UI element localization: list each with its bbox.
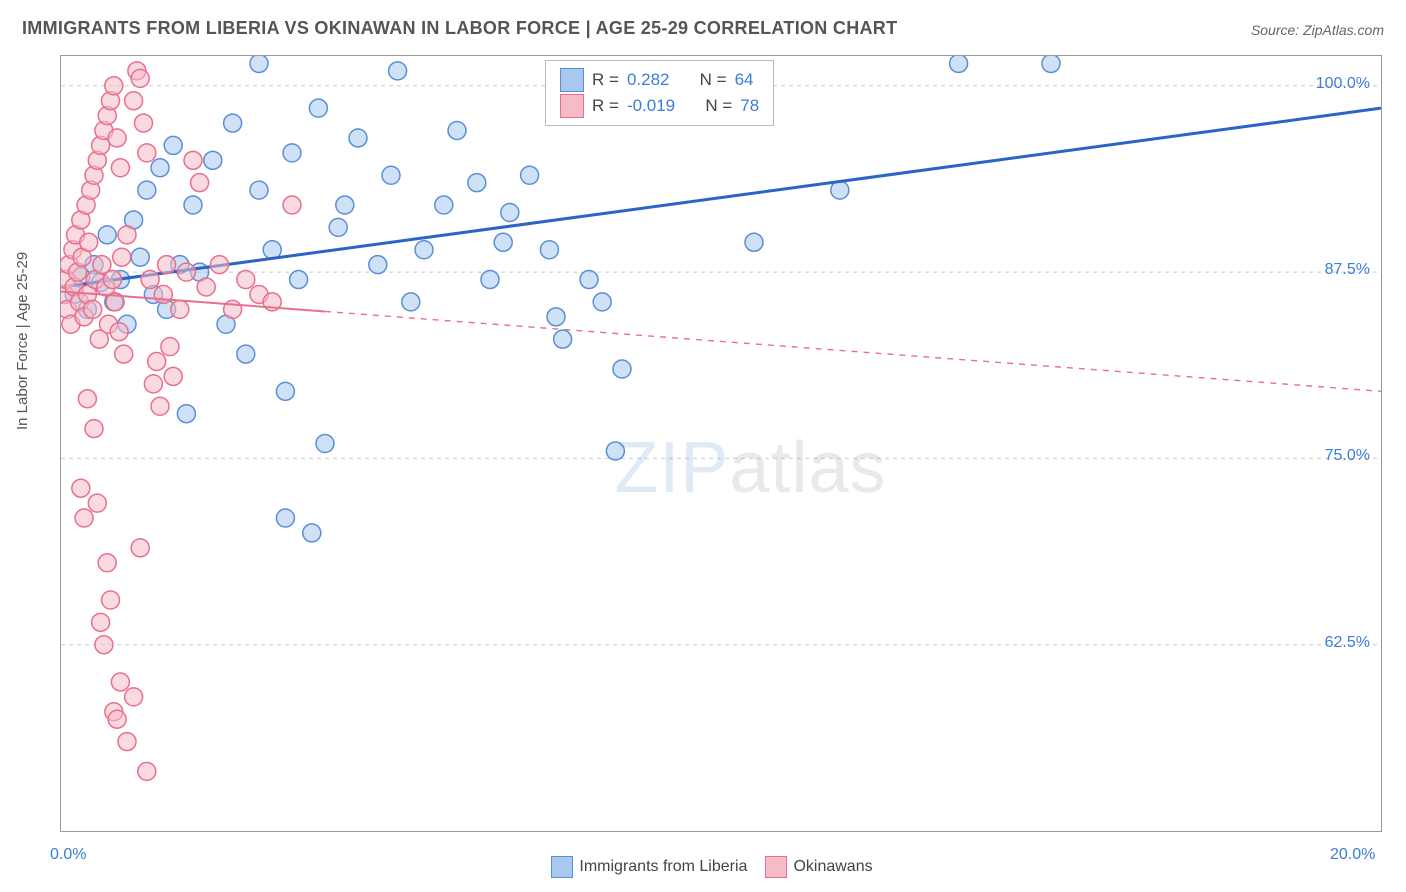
stats-swatch: [560, 94, 584, 118]
x-axis-max-label: 20.0%: [1330, 846, 1375, 864]
stats-legend: R = 0.282 N = 64R = -0.019 N = 78: [545, 60, 774, 126]
y-tick-label: 75.0%: [1300, 447, 1370, 465]
y-axis-label: In Labor Force | Age 25-29: [14, 252, 31, 430]
source-attribution: Source: ZipAtlas.com: [1251, 22, 1384, 38]
y-tick-label: 100.0%: [1300, 75, 1370, 93]
n-value: 64: [735, 67, 754, 93]
legend-swatch: [551, 856, 573, 878]
stats-row: R = -0.019 N = 78: [560, 93, 759, 119]
n-value: 78: [740, 93, 759, 119]
chart-title: IMMIGRANTS FROM LIBERIA VS OKINAWAN IN L…: [22, 18, 897, 39]
legend-swatch: [765, 856, 787, 878]
r-value: 0.282: [627, 67, 670, 93]
legend-label: Okinawans: [793, 858, 872, 875]
series-legend: Immigrants from Liberia Okinawans: [0, 856, 1406, 878]
scatter-plot: [60, 55, 1382, 832]
legend-label: Immigrants from Liberia: [579, 858, 747, 875]
y-tick-label: 87.5%: [1300, 261, 1370, 279]
x-axis-min-label: 0.0%: [50, 846, 86, 864]
y-tick-label: 62.5%: [1300, 634, 1370, 652]
stats-row: R = 0.282 N = 64: [560, 67, 759, 93]
r-value: -0.019: [627, 93, 675, 119]
stats-swatch: [560, 68, 584, 92]
